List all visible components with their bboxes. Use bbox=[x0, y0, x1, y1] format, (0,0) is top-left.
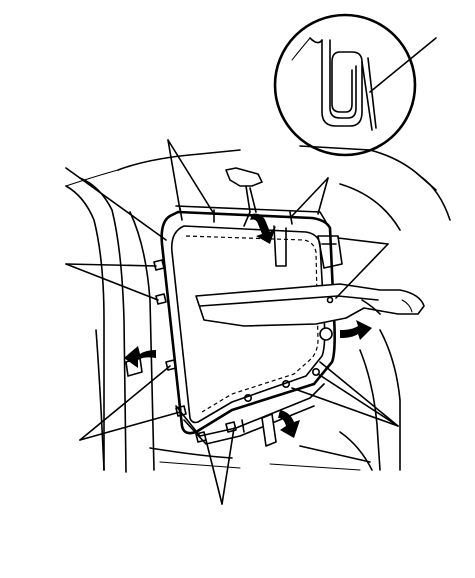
leader-line bbox=[291, 177, 329, 217]
leader-line bbox=[205, 439, 223, 505]
leader-line bbox=[369, 37, 437, 93]
leader-line bbox=[79, 365, 171, 441]
clip-icon bbox=[153, 259, 165, 271]
leader-line bbox=[167, 139, 215, 215]
removal-arrow-icon bbox=[340, 320, 372, 340]
clip-icon bbox=[195, 431, 207, 443]
clip-detail-callout bbox=[273, 13, 437, 157]
clip-icon bbox=[321, 39, 363, 127]
leader-line bbox=[65, 167, 167, 241]
leader-line bbox=[221, 427, 235, 505]
leader-line bbox=[337, 237, 389, 245]
removal-arrow-icon bbox=[124, 346, 156, 368]
leader-line bbox=[335, 243, 389, 299]
clip-icon bbox=[155, 293, 167, 305]
leader-line bbox=[167, 139, 181, 211]
armrest bbox=[195, 283, 425, 327]
panel-outline bbox=[160, 210, 336, 435]
leader-line bbox=[65, 263, 157, 267]
leader-line bbox=[317, 373, 399, 427]
leader-line bbox=[291, 387, 399, 427]
trim-panel bbox=[125, 205, 425, 447]
leader-lines bbox=[65, 139, 399, 505]
removal-arrow-icon bbox=[278, 410, 300, 438]
leader-line bbox=[79, 411, 181, 441]
removal-arrow-icon bbox=[250, 213, 276, 244]
detail-circle bbox=[273, 13, 417, 157]
leader-line bbox=[65, 263, 159, 301]
removal-arrows bbox=[124, 213, 372, 438]
grab-handle bbox=[225, 167, 263, 187]
vehicle-body bbox=[65, 145, 451, 473]
leader-line bbox=[319, 361, 399, 427]
clip-icon bbox=[225, 421, 237, 433]
leader-line bbox=[317, 177, 329, 215]
